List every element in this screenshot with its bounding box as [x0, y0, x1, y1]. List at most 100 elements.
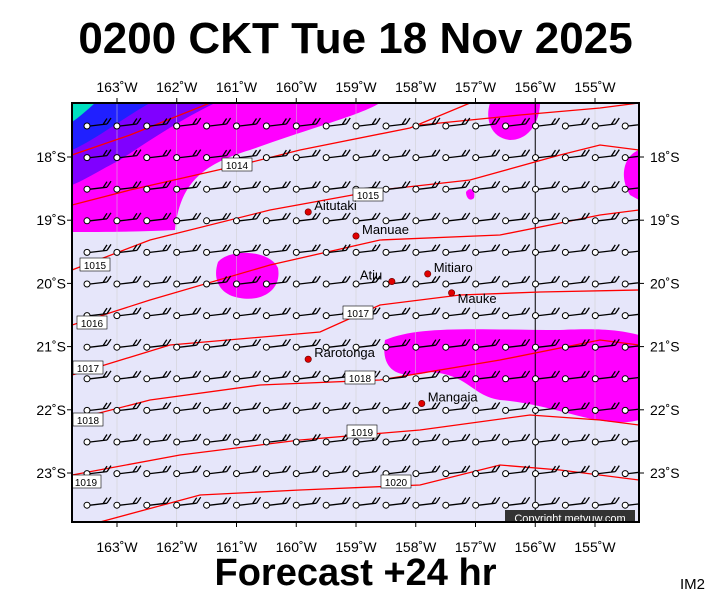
- wind-barb: [292, 496, 321, 509]
- wind-barb: [591, 180, 620, 193]
- wind-barb: [83, 117, 112, 130]
- wind-barb: [561, 275, 590, 288]
- svg-text:1016: 1016: [81, 319, 104, 330]
- wind-barb: [591, 370, 620, 383]
- wind-barb: [412, 212, 441, 225]
- wind-barb: [502, 370, 531, 383]
- wind-barb: [532, 212, 561, 225]
- wind-barb: [203, 496, 232, 509]
- wind-barb: [502, 149, 531, 162]
- wind-barb: [621, 217, 639, 225]
- longitude-label: 159˚W: [335, 539, 377, 555]
- wind-barb: [262, 307, 291, 320]
- wind-barb: [262, 117, 291, 130]
- wind-barb: [292, 275, 321, 288]
- wind-barb: [472, 275, 501, 288]
- wind-barb: [502, 338, 531, 351]
- wind-barb: [143, 149, 172, 162]
- wind-barb: [322, 212, 351, 225]
- wind-barb: [532, 433, 561, 446]
- wind-barb: [292, 244, 321, 256]
- wind-barb: [442, 307, 471, 320]
- wind-barb: [621, 343, 639, 351]
- wind-barb: [382, 117, 411, 130]
- wind-barb: [322, 433, 351, 446]
- wind-barb: [621, 406, 639, 414]
- wind-barb: [532, 370, 561, 383]
- wind-barb: [173, 402, 202, 414]
- wind-barb: [532, 307, 561, 320]
- longitude-label: 161˚W: [216, 539, 258, 555]
- wind-barb: [502, 496, 531, 509]
- wind-barb: [561, 117, 590, 130]
- wind-barb: [292, 307, 321, 320]
- isobar-label: 1017: [72, 360, 104, 375]
- longitude-label: 162˚W: [156, 539, 198, 555]
- wind-barb: [322, 244, 351, 256]
- wind-barb: [412, 465, 441, 478]
- wind-barb: [591, 117, 620, 130]
- island-label: Mitiaro: [434, 260, 473, 275]
- wind-barb: [621, 375, 639, 383]
- longitude-label: 157˚W: [455, 79, 497, 95]
- wind-barb: [442, 244, 471, 256]
- wind-barb: [322, 180, 351, 193]
- wind-barb: [143, 465, 172, 478]
- wind-barb: [502, 402, 531, 414]
- wind-barb: [442, 433, 471, 446]
- wind-barb: [233, 338, 262, 351]
- wind-barb: [113, 465, 142, 478]
- wind-barb: [173, 433, 202, 446]
- wind-barb: [262, 338, 291, 351]
- svg-text:1020: 1020: [385, 478, 408, 489]
- wind-barb: [173, 212, 202, 225]
- wind-barb: [502, 180, 531, 193]
- wind-barb: [113, 307, 142, 320]
- wind-barb: [173, 496, 202, 509]
- wind-barb: [143, 496, 172, 509]
- latitude-label: 20˚S: [36, 275, 66, 291]
- wind-barb: [292, 338, 321, 351]
- wind-barb: [382, 433, 411, 446]
- wind-barb: [143, 307, 172, 320]
- wind-barb: [532, 117, 561, 130]
- wind-barb: [292, 433, 321, 446]
- wind-barb: [472, 338, 501, 351]
- wind-barb: [203, 402, 232, 414]
- svg-text:1019: 1019: [351, 428, 374, 439]
- wind-barb: [412, 433, 441, 446]
- precipitation-area: [216, 252, 279, 299]
- wind-barb: [83, 370, 112, 383]
- wind-barb: [203, 370, 232, 383]
- wind-barb: [472, 180, 501, 193]
- isobar-line: [99, 464, 639, 522]
- isobar-label: 1018: [344, 370, 376, 385]
- precipitation-area: [384, 329, 639, 423]
- longitude-label: 155˚W: [574, 539, 616, 555]
- wind-barb: [233, 117, 262, 130]
- wind-barb: [502, 433, 531, 446]
- wind-barb: [472, 496, 501, 509]
- wind-barb: [591, 465, 620, 478]
- copyright: Copyright metvuw.com: [505, 510, 635, 522]
- wind-barb: [621, 122, 639, 130]
- wind-barb: [412, 275, 441, 288]
- forecast-label: Forecast +24 hr: [214, 552, 497, 594]
- wind-barb: [113, 117, 142, 130]
- wind-barb: [173, 117, 202, 130]
- wind-barb: [292, 117, 321, 130]
- wind-barb: [442, 180, 471, 193]
- wind-barb: [83, 180, 112, 193]
- wind-barb: [83, 338, 112, 351]
- wind-barb: [591, 307, 620, 320]
- longitude-label: 160˚W: [276, 79, 318, 95]
- wind-barb: [352, 496, 381, 509]
- isobar-line: [72, 414, 639, 476]
- island-label: Mangaia: [428, 389, 479, 404]
- island-marker: Manuae: [352, 222, 409, 240]
- wind-barb: [83, 275, 112, 288]
- wind-barb: [292, 465, 321, 478]
- wind-barb: [382, 307, 411, 320]
- wind-barb: [233, 180, 262, 193]
